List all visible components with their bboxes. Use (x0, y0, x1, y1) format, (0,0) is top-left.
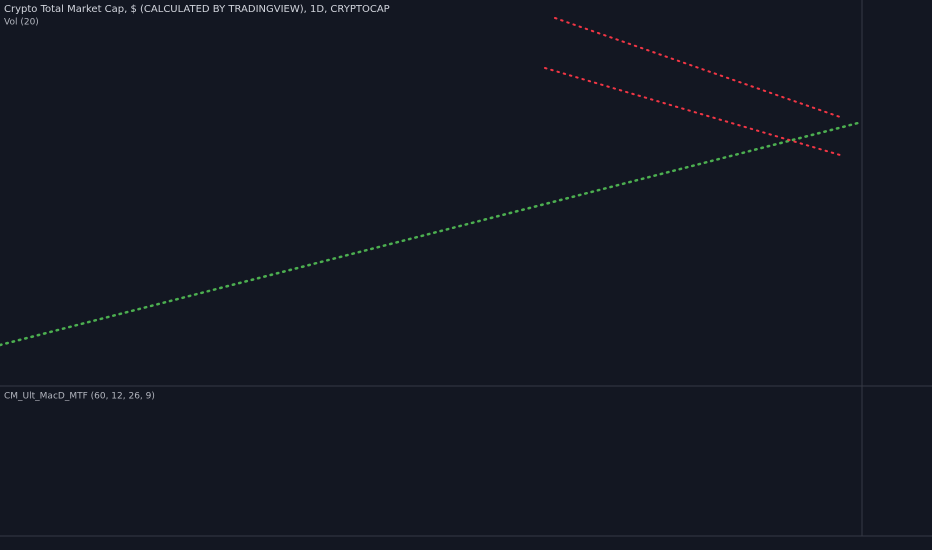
volume-title: Vol (20) (4, 18, 39, 28)
layers (0, 17, 864, 347)
chart-title: Crypto Total Market Cap, $ (CALCULATED B… (4, 4, 390, 15)
support-trendline (0, 120, 864, 347)
channel-bottom (544, 67, 841, 156)
channel-top (554, 17, 841, 118)
indicator-title: CM_Ult_MacD_MTF (60, 12, 26, 9) (4, 392, 155, 402)
